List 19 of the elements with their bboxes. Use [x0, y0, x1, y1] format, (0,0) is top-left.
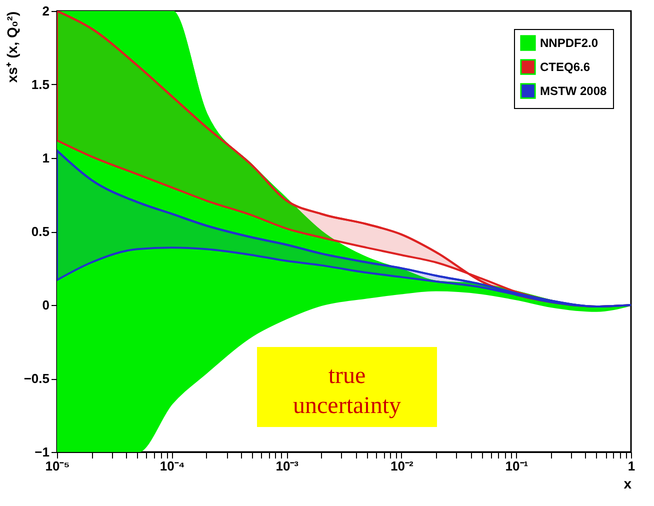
x-tick-label: 10⁻¹: [505, 458, 528, 474]
annotation: true uncertainty: [293, 363, 401, 419]
x-tick-label: 10⁻³: [276, 458, 300, 474]
y-tick-label: 2: [42, 4, 50, 18]
legend-label: CTEQ6.6: [540, 60, 590, 74]
x-axis-title: x: [624, 476, 632, 492]
x-tick-label: 1: [628, 458, 636, 474]
y-tick-label: −1: [34, 444, 50, 460]
y-tick-label: 0.5: [31, 224, 50, 239]
x-tick-label: 10⁻⁵: [45, 458, 70, 474]
x-tick-label: 10⁻²: [390, 458, 414, 474]
y-tick-label: 0: [42, 298, 50, 312]
legend-label: MSTW 2008: [540, 84, 608, 98]
x-tick-label: 10⁻⁴: [160, 458, 185, 474]
y-tick-label: 1: [42, 150, 50, 166]
y-tick-label: −0.5: [24, 371, 50, 386]
y-axis-title: xs⁺ (x, Q₀²): [4, 12, 20, 83]
legend-label: NNPDF2.0: [540, 36, 598, 50]
y-tick-label: 1.5: [31, 77, 50, 92]
